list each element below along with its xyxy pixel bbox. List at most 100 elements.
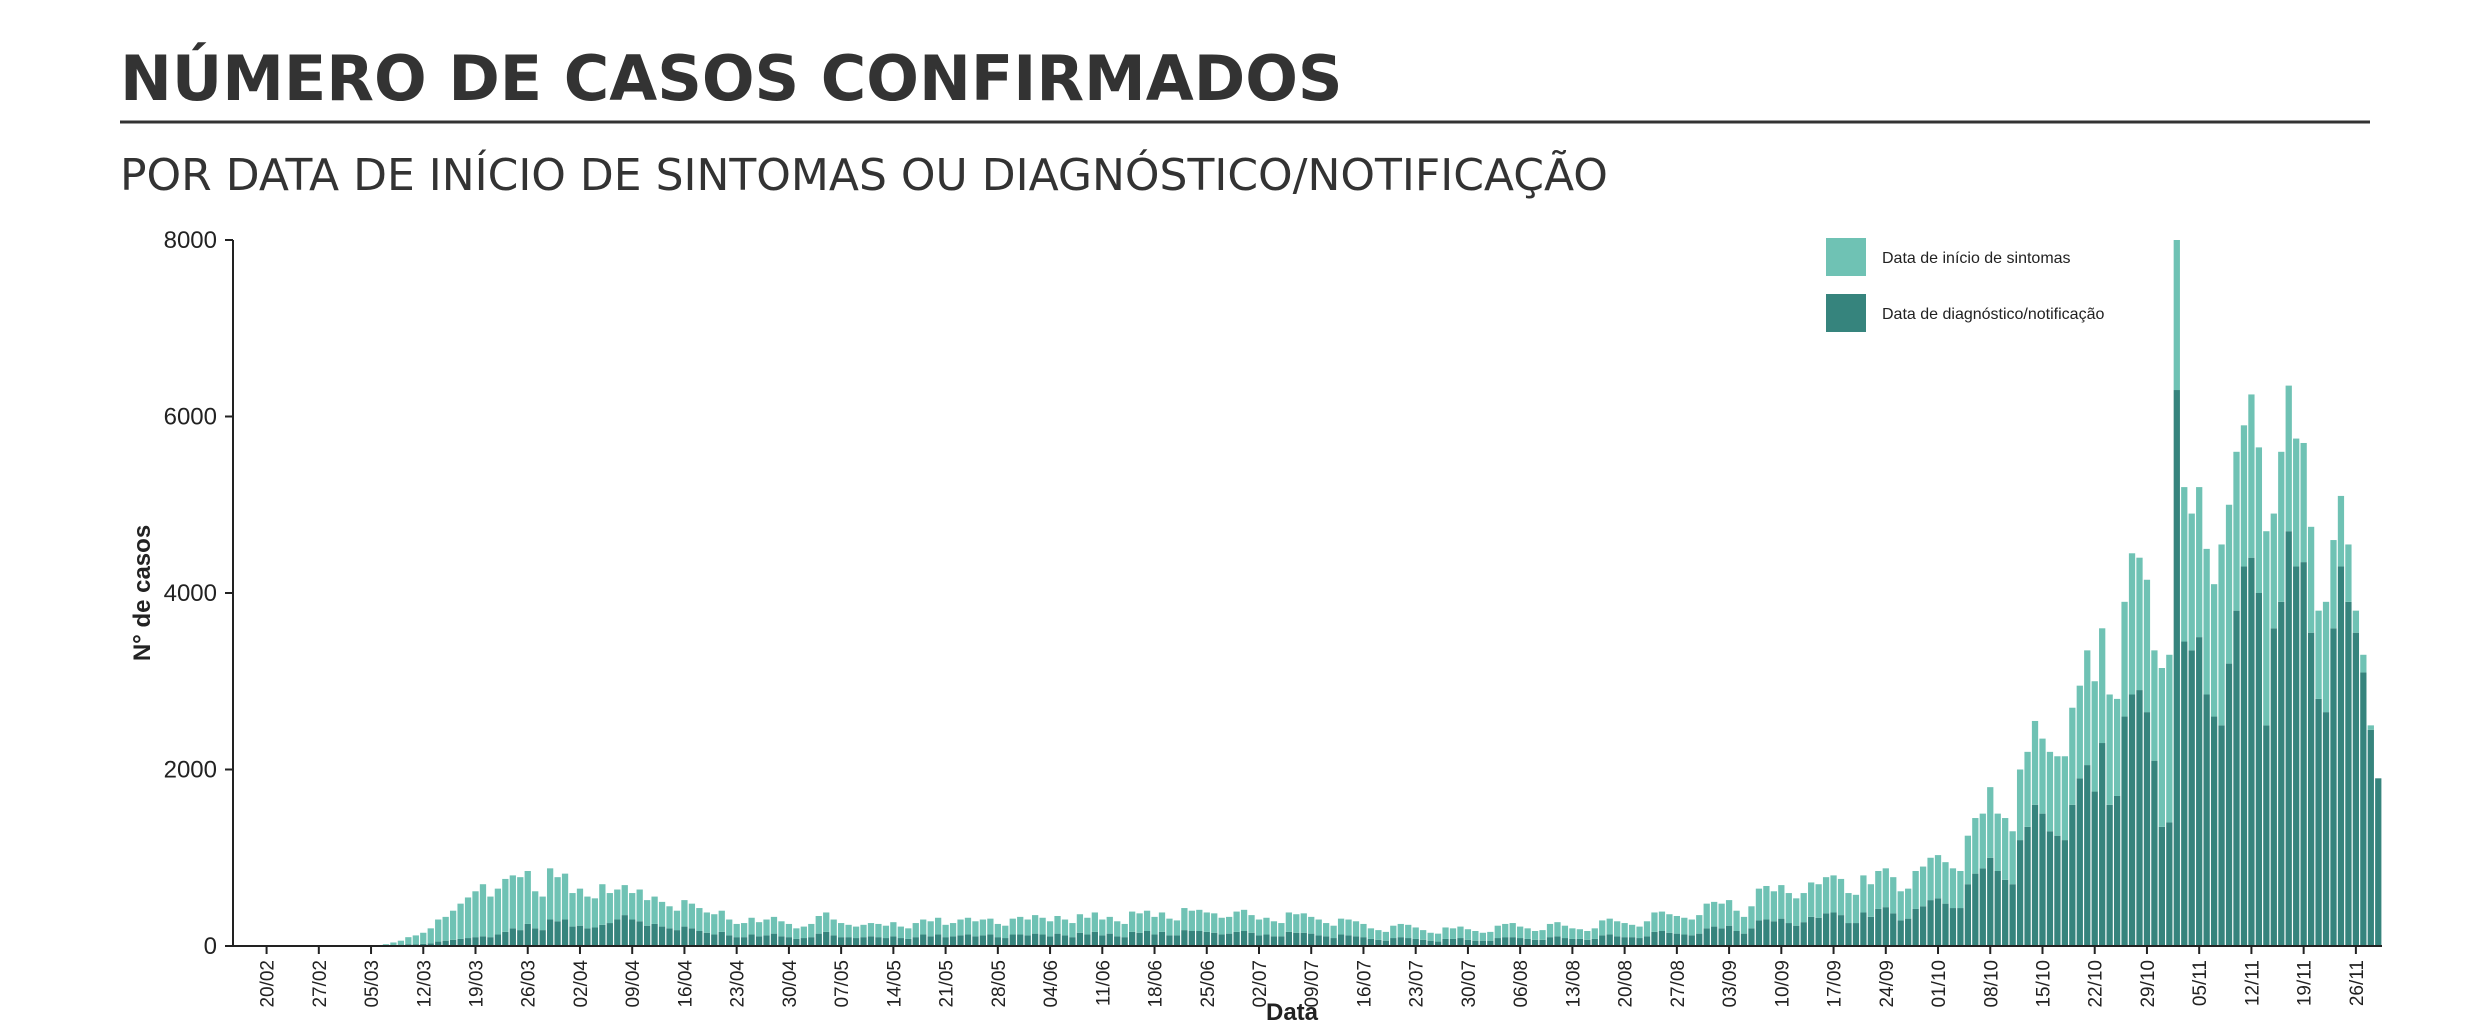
bar (1837, 878, 1845, 916)
bar (2166, 822, 2173, 946)
bar (793, 938, 800, 946)
bar (524, 870, 531, 924)
bar (1778, 918, 1785, 946)
bar (2278, 601, 2285, 946)
bar (2039, 738, 2046, 814)
x-tick-label: 18/06 (1146, 960, 1167, 1008)
bar (1778, 885, 1785, 919)
bar (405, 937, 412, 945)
bar (2069, 707, 2076, 805)
bar (726, 919, 733, 936)
bar (1337, 934, 1345, 946)
bar (1681, 934, 1688, 946)
bar (1919, 906, 1927, 946)
bar (1121, 937, 1128, 946)
bar (1793, 898, 1800, 926)
bar (1472, 940, 1479, 946)
bar (800, 926, 807, 939)
bar (2173, 390, 2180, 946)
bar (733, 937, 740, 946)
bar (651, 923, 658, 946)
bar (1397, 923, 1404, 938)
bar (2307, 526, 2315, 633)
bar (1188, 930, 1195, 946)
bar (2061, 756, 2069, 841)
x-tick-label: 07/05 (832, 960, 853, 1008)
bar (1994, 813, 2001, 871)
bar (1323, 923, 1330, 937)
bar (897, 938, 904, 946)
bar (569, 926, 576, 946)
bar (979, 919, 987, 936)
bar (2016, 769, 2024, 841)
bar (1755, 888, 1763, 921)
bar (427, 943, 434, 946)
bar (860, 924, 867, 938)
bar (1270, 921, 1278, 937)
bar (420, 932, 427, 944)
bar (1703, 928, 1710, 946)
bar (1076, 932, 1084, 946)
bar (972, 921, 979, 937)
bar (1711, 901, 1718, 927)
bar (785, 937, 793, 946)
bar (2128, 553, 2136, 695)
bar (2337, 566, 2345, 946)
bar (1464, 939, 1472, 946)
bar (755, 936, 763, 946)
bar (1890, 877, 1897, 914)
bar (1032, 915, 1039, 934)
x-tick-label: 22/10 (2086, 960, 2107, 1008)
bar (1561, 938, 1569, 946)
bar (808, 937, 815, 946)
bar (1860, 912, 1867, 946)
bar (1972, 873, 1979, 946)
bar (1569, 938, 1576, 946)
bar (1121, 923, 1128, 938)
bar (688, 928, 696, 946)
bar (1285, 912, 1292, 932)
bar (2076, 778, 2083, 946)
bar (1487, 931, 1494, 941)
bar (935, 917, 942, 935)
bar (2121, 601, 2128, 717)
bar (1531, 930, 1539, 940)
bar (2322, 601, 2330, 713)
bar (1009, 934, 1016, 946)
bar (2024, 826, 2031, 946)
bar (2024, 751, 2031, 827)
bar (711, 914, 718, 935)
bar (2285, 531, 2292, 946)
bar (472, 937, 479, 946)
bar (1114, 936, 1121, 946)
x-tick-label: 11/06 (1093, 960, 1114, 1006)
bar (2293, 438, 2300, 567)
bar (1233, 911, 1240, 932)
bar (636, 921, 643, 946)
bar (1628, 924, 1636, 938)
bar (733, 923, 740, 938)
bar (606, 893, 613, 924)
bar (1166, 918, 1173, 936)
y-axis-label: N° de casos (129, 525, 156, 661)
bar (964, 934, 972, 946)
bar (2278, 451, 2285, 602)
bar (1024, 919, 1031, 936)
bar (1800, 922, 1807, 946)
bar (1696, 915, 1703, 934)
bar (2218, 544, 2225, 726)
bar (1808, 882, 1815, 917)
bar (1106, 916, 1113, 934)
bar (1434, 933, 1442, 942)
bar (1136, 932, 1143, 946)
bar (1748, 928, 1755, 946)
bar (591, 927, 599, 946)
bar (2352, 632, 2360, 946)
bar (852, 938, 860, 946)
bar (1360, 937, 1367, 946)
bar (1987, 787, 1994, 858)
bar (979, 935, 987, 946)
bar (651, 896, 658, 924)
bar (2151, 760, 2158, 946)
bar (2300, 442, 2307, 563)
